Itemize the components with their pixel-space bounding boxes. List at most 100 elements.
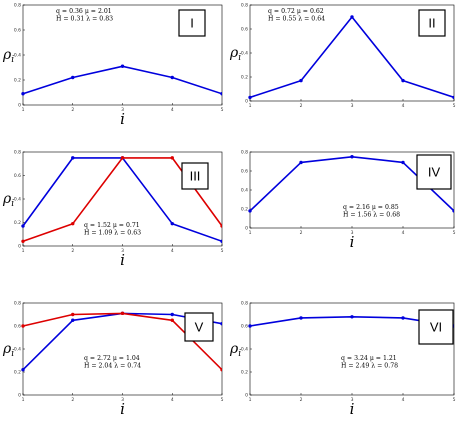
chart-panel-2: 1 2 3 4 5 0 0.2 0.4 0.6 0.8 ρi q = 0.72 μ = 0.62H =… bbox=[229, 3, 456, 110]
data-point bbox=[21, 324, 25, 328]
x-axis-label: i bbox=[120, 251, 125, 269]
series-line bbox=[22, 65, 222, 95]
y-tick-label: 0 bbox=[245, 99, 248, 105]
data-point bbox=[235, 324, 238, 327]
data-point bbox=[71, 312, 75, 317]
data-point bbox=[220, 239, 222, 243]
panel-label: II bbox=[428, 16, 435, 31]
x-tick-label: 5 bbox=[221, 397, 224, 403]
y-tick-label: 0.2 bbox=[241, 207, 248, 213]
x-axis-label: i bbox=[120, 400, 125, 418]
x-tick-label: 3 bbox=[351, 103, 354, 109]
y-axis-label: ρi bbox=[229, 45, 241, 63]
data-point bbox=[170, 156, 174, 160]
chart-panel-6: 1 2 3 4 5 0 0.2 0.4 0.6 0.8 ρi i q = 3.24 μ = 1.21H … bbox=[229, 301, 456, 419]
x-tick-label: 5 bbox=[221, 248, 224, 254]
x-axis-label: i bbox=[350, 400, 355, 418]
data-point bbox=[170, 312, 174, 317]
x-tick-label: 1 bbox=[22, 248, 25, 254]
parameter-line: H = 1.56 λ = 0.68 bbox=[343, 212, 400, 219]
series-line bbox=[22, 312, 222, 371]
chart-panel-5: 1 2 3 4 5 0 0.2 0.4 0.6 0.8 ρi i q = 2.72 μ = 1.04H … bbox=[2, 301, 238, 419]
data-point bbox=[452, 95, 454, 100]
y-tick-label: 0.8 bbox=[241, 3, 248, 9]
y-tick-label: 0.2 bbox=[14, 78, 21, 84]
y-tick-label: 0 bbox=[18, 393, 21, 399]
parameter-line: q = 2.16 μ = 0.85 bbox=[343, 204, 399, 211]
x-tick-label: 3 bbox=[121, 248, 124, 254]
y-tick-label: 0.2 bbox=[241, 75, 248, 81]
data-point bbox=[120, 156, 125, 160]
data-point bbox=[170, 221, 174, 226]
x-tick-label: 2 bbox=[71, 397, 74, 403]
parameter-line: q = 0.36 μ = 2.01 bbox=[56, 8, 112, 15]
panel-label: IV bbox=[428, 165, 441, 180]
y-tick-label: 0.6 bbox=[241, 169, 248, 175]
data-point bbox=[21, 224, 25, 228]
y-tick-label: 0.2 bbox=[14, 220, 21, 226]
data-point bbox=[220, 322, 222, 326]
x-tick-label: 3 bbox=[351, 230, 354, 236]
x-tick-label: 5 bbox=[221, 107, 224, 113]
y-tick-label: 0.2 bbox=[241, 370, 248, 376]
x-tick-label: 5 bbox=[453, 230, 456, 236]
parameter-line: q = 0.72 μ = 0.62 bbox=[268, 8, 324, 15]
y-axis-label: ρi bbox=[229, 341, 241, 359]
data-point bbox=[350, 315, 354, 319]
y-tick-label: 0.6 bbox=[241, 324, 248, 330]
panel-label-box bbox=[418, 9, 446, 37]
y-tick-label: 0 bbox=[18, 103, 21, 109]
y-axis-label: ρi bbox=[2, 341, 14, 359]
series-1 bbox=[21, 64, 222, 96]
x-tick-label: 2 bbox=[300, 103, 303, 109]
x-axis-label: i bbox=[350, 233, 355, 251]
data-point bbox=[248, 95, 252, 100]
chart-panel-1: 1 2 3 4 5 0 0.2 0.4 0.6 0.8 ρi i q = 0.36 μ = 2.01H … bbox=[2, 3, 224, 129]
y-tick-label: 0.4 bbox=[241, 347, 248, 353]
chart-panel-4: 1 2 3 4 5 0 0.2 0.4 0.6 0.8 i q = 2.16 μ = 0.85H = … bbox=[241, 150, 456, 252]
data-point bbox=[21, 239, 25, 243]
x-tick-label: 3 bbox=[351, 397, 354, 403]
parameter-line: q = 2.72 μ = 1.04 bbox=[84, 355, 140, 362]
data-point bbox=[170, 318, 174, 322]
x-tick-label: 1 bbox=[22, 107, 25, 113]
data-point bbox=[120, 64, 125, 68]
data-point bbox=[71, 156, 75, 160]
x-tick-label: 4 bbox=[171, 107, 174, 113]
data-point bbox=[21, 92, 25, 96]
panel-label-box bbox=[181, 162, 209, 190]
parameter-line: H = 1.09 λ = 0.63 bbox=[84, 230, 141, 237]
x-tick-label: 2 bbox=[71, 248, 74, 254]
data-point bbox=[401, 160, 405, 165]
y-tick-label: 0.4 bbox=[14, 347, 21, 353]
series-1 bbox=[248, 15, 454, 100]
y-tick-label: 0 bbox=[245, 393, 248, 399]
x-tick-label: 2 bbox=[300, 230, 303, 236]
parameter-line: H = 0.31 λ = 0.83 bbox=[56, 16, 113, 23]
x-axis-label: i bbox=[120, 110, 125, 128]
panel-label: III bbox=[190, 169, 201, 184]
data-point bbox=[248, 324, 252, 328]
data-point bbox=[350, 15, 354, 19]
y-tick-label: 0.4 bbox=[14, 53, 21, 59]
y-tick-label: 0 bbox=[18, 244, 21, 250]
data-point bbox=[220, 224, 222, 228]
y-tick-label: 0.2 bbox=[14, 370, 21, 376]
panel-label: I bbox=[190, 16, 194, 31]
parameter-line: q = 3.24 μ = 1.21 bbox=[341, 355, 397, 362]
parameter-line: H = 2.49 λ = 0.78 bbox=[341, 363, 398, 370]
y-tick-label: 0.8 bbox=[14, 150, 21, 156]
x-tick-label: 3 bbox=[121, 397, 124, 403]
data-point bbox=[71, 318, 75, 322]
x-tick-label: 1 bbox=[249, 103, 252, 109]
y-tick-label: 0.6 bbox=[14, 28, 21, 34]
x-tick-label: 4 bbox=[402, 230, 405, 236]
x-tick-label: 4 bbox=[171, 248, 174, 254]
data-point bbox=[452, 209, 454, 213]
data-point bbox=[401, 316, 405, 320]
y-axis-label: ρi bbox=[2, 191, 14, 209]
data-point bbox=[350, 155, 354, 159]
chart-panel-3: 1 2 3 4 5 0 0.2 0.4 0.6 0.8 ρi i q = 1.52 μ = 0.71H … bbox=[2, 150, 224, 270]
data-point bbox=[299, 160, 303, 165]
x-tick-label: 5 bbox=[453, 397, 456, 403]
